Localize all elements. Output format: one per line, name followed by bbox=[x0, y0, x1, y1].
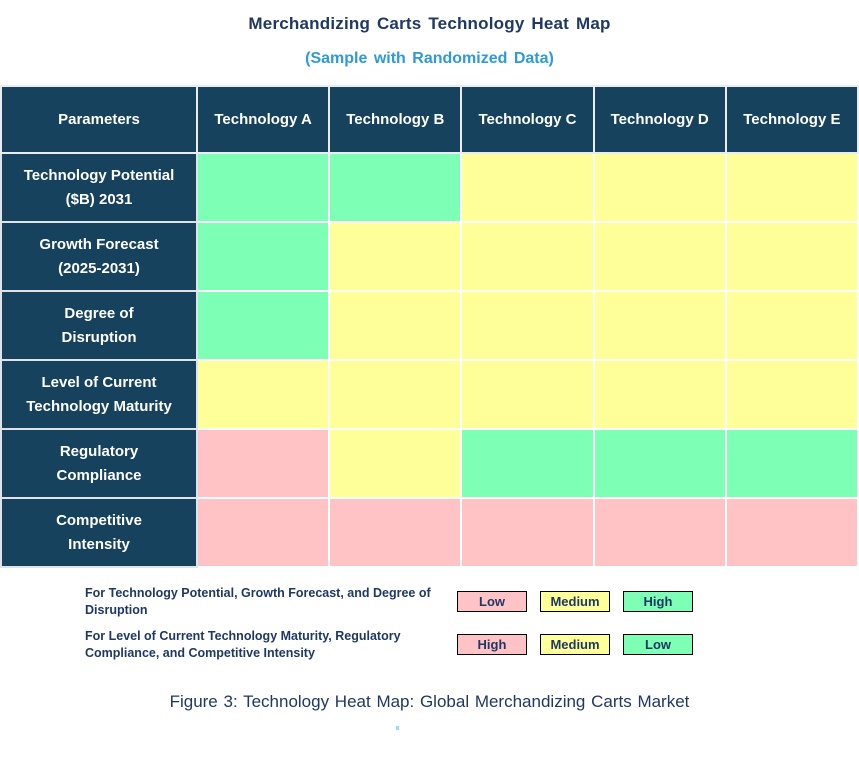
heatmap-cell-green bbox=[195, 290, 331, 361]
heatmap-cell-yellow bbox=[724, 359, 859, 430]
heatmap-cell-yellow bbox=[592, 152, 727, 223]
table-row: Level of Current Technology Maturity bbox=[0, 359, 859, 430]
page-title: Merchandizing Carts Technology Heat Map bbox=[248, 14, 611, 33]
heatmap-cell-yellow bbox=[724, 152, 859, 223]
table-row: Competitive Intensity bbox=[0, 497, 859, 568]
heatmap-cell-green bbox=[592, 428, 727, 499]
heatmap-cell-yellow bbox=[328, 221, 463, 292]
legend: For Technology Potential, Growth Forecas… bbox=[85, 585, 785, 662]
column-header-technology-d: Technology D bbox=[592, 85, 727, 154]
heatmap-body: Technology Potential ($B) 2031 Growth For… bbox=[0, 152, 859, 568]
legend-row-potential: For Technology Potential, Growth Forecas… bbox=[85, 585, 785, 619]
heatmap-cell-yellow bbox=[460, 221, 595, 292]
column-header-technology-b: Technology B bbox=[328, 85, 463, 154]
legend-swatch-medium: Medium bbox=[540, 634, 610, 656]
heatmap-cell-yellow bbox=[328, 290, 463, 361]
column-header-technology-e: Technology E bbox=[724, 85, 859, 154]
column-header-technology-a: Technology A bbox=[195, 85, 331, 154]
legend-swatches: Low Medium High bbox=[457, 591, 693, 613]
header-row: Parameters Technology A Technology B Tec… bbox=[0, 85, 859, 154]
heatmap-cell-pink bbox=[724, 497, 859, 568]
legend-row-maturity: For Level of Current Technology Maturity… bbox=[85, 628, 785, 662]
legend-swatch-low: Low bbox=[457, 591, 527, 613]
page-subtitle: (Sample with Randomized Data) bbox=[305, 50, 554, 67]
heatmap-cell-yellow bbox=[724, 221, 859, 292]
heatmap-cell-green bbox=[195, 152, 331, 223]
heatmap-cell-yellow bbox=[592, 290, 727, 361]
row-label: Regulatory Compliance bbox=[0, 428, 198, 499]
heatmap-cell-yellow bbox=[460, 359, 595, 430]
heatmap-cell-yellow bbox=[724, 290, 859, 361]
heatmap-cell-yellow bbox=[592, 359, 727, 430]
legend-swatch-high: High bbox=[457, 634, 527, 656]
heatmap-cell-green bbox=[460, 428, 595, 499]
heatmap-header: Parameters Technology A Technology B Tec… bbox=[0, 85, 859, 154]
heatmap-cell-yellow bbox=[460, 290, 595, 361]
table-row: Degree of Disruption bbox=[0, 290, 859, 361]
row-label: Competitive Intensity bbox=[0, 497, 198, 568]
column-header-technology-c: Technology C bbox=[460, 85, 595, 154]
table-row: Technology Potential ($B) 2031 bbox=[0, 152, 859, 223]
heatmap-cell-pink bbox=[195, 497, 331, 568]
table-row: Regulatory Compliance bbox=[0, 428, 859, 499]
stray-mark bbox=[396, 726, 399, 730]
legend-swatch-low: Low bbox=[623, 634, 693, 656]
row-label: Level of Current Technology Maturity bbox=[0, 359, 198, 430]
heatmap-cell-green bbox=[195, 221, 331, 292]
heatmap-cell-green bbox=[724, 428, 859, 499]
heatmap-cell-pink bbox=[592, 497, 727, 568]
heatmap-cell-pink bbox=[460, 497, 595, 568]
column-header-parameters: Parameters bbox=[0, 85, 198, 154]
heatmap-cell-yellow bbox=[195, 359, 331, 430]
row-label: Growth Forecast (2025-2031) bbox=[0, 221, 198, 292]
heatmap-cell-yellow bbox=[460, 152, 595, 223]
row-label: Technology Potential ($B) 2031 bbox=[0, 152, 198, 223]
heatmap-cell-yellow bbox=[328, 359, 463, 430]
legend-text: For Level of Current Technology Maturity… bbox=[85, 628, 401, 660]
heatmap-cell-green bbox=[328, 152, 463, 223]
heatmap-cell-pink bbox=[328, 497, 463, 568]
figure-caption: Figure 3: Technology Heat Map: Global Me… bbox=[169, 691, 690, 711]
heatmap-cell-pink bbox=[195, 428, 331, 499]
row-label: Degree of Disruption bbox=[0, 290, 198, 361]
legend-swatch-medium: Medium bbox=[540, 591, 610, 613]
legend-swatches: High Medium Low bbox=[457, 634, 693, 656]
heatmap-cell-yellow bbox=[592, 221, 727, 292]
heatmap-table: Parameters Technology A Technology B Tec… bbox=[0, 85, 859, 568]
legend-swatch-high: High bbox=[623, 591, 693, 613]
heatmap-cell-yellow bbox=[328, 428, 463, 499]
legend-text: For Technology Potential, Growth Forecas… bbox=[85, 586, 431, 617]
table-row: Growth Forecast (2025-2031) bbox=[0, 221, 859, 292]
